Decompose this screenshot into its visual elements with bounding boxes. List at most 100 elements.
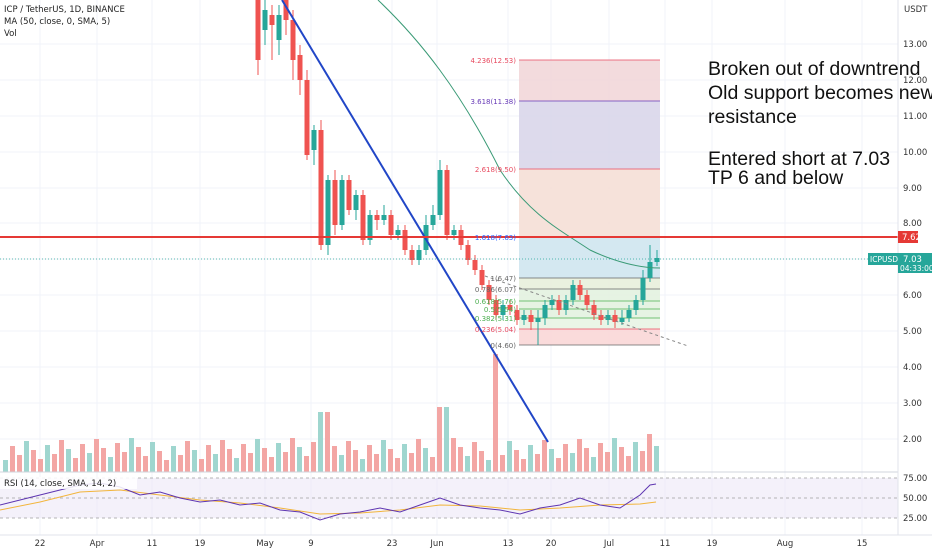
candle-body: [598, 315, 604, 320]
fib-level-label: 1(6.47): [490, 275, 516, 283]
candle-body: [647, 262, 653, 278]
candle-body: [542, 305, 548, 318]
price-ticks: 13.0012.0011.0010.009.008.007.006.005.00…: [903, 40, 927, 445]
volume-bar: [31, 450, 36, 472]
candle-body: [486, 285, 492, 300]
candle-body: [479, 270, 485, 285]
candle-body: [612, 315, 618, 322]
time-label: Aug: [777, 539, 794, 549]
volume-bar: [374, 454, 379, 472]
volume-bar: [59, 440, 64, 472]
volume-bar: [388, 449, 393, 472]
candle-body: [556, 300, 562, 310]
candle-body: [353, 195, 359, 210]
candle-body: [374, 215, 380, 220]
downtrend-line[interactable]: [281, 0, 549, 443]
volume-bar: [262, 448, 267, 472]
volume-bar: [52, 454, 57, 472]
candle-body: [325, 180, 331, 245]
price-tick: 4.00: [903, 363, 922, 373]
fib-level-label: 2.618(9.50): [475, 166, 516, 174]
volume-bar: [647, 434, 652, 472]
candle-body: [437, 170, 443, 215]
fib-level-label: 0.786(6.07): [475, 286, 516, 294]
volume-bar: [402, 444, 407, 472]
resistance-price-label: 7.62: [902, 233, 921, 243]
volume-bar: [640, 451, 645, 472]
volume-bar: [192, 450, 197, 472]
candle-body: [640, 278, 646, 300]
price-tick: 2.00: [903, 435, 922, 445]
annotation-line: Broken out of downtrend: [708, 58, 920, 80]
fib-zone: [519, 318, 660, 329]
volume-bar: [220, 440, 225, 472]
volume-bar: [409, 453, 414, 472]
volume-bar: [255, 439, 260, 472]
volume-bar: [73, 458, 78, 472]
volume-bar: [346, 441, 351, 472]
candle-body: [311, 130, 317, 150]
symbol-badge: [868, 253, 898, 265]
chart-legend[interactable]: ICP / TetherUS, 1D, BINANCE MA (50, clos…: [4, 5, 125, 39]
candle-body: [290, 20, 296, 60]
volume-bar: [521, 459, 526, 472]
current-price-badge: [898, 253, 932, 273]
fibonacci-extension[interactable]: [519, 59, 660, 346]
time-label: Jun: [429, 539, 443, 549]
volume-bar: [493, 354, 498, 472]
price-axis[interactable]: [898, 0, 932, 550]
rsi-tick: 50.00: [903, 494, 927, 504]
annotation-line: Old support becomes new: [708, 82, 932, 104]
price-tick: 3.00: [903, 399, 922, 409]
candle-body: [332, 180, 338, 225]
rsi-band: [0, 478, 898, 518]
volume-bar: [248, 453, 253, 472]
price-tick: 8.00: [903, 219, 922, 229]
candlestick-series[interactable]: [255, 0, 660, 345]
fib-level-label: 0.5(5.54): [484, 306, 516, 314]
resistance-price-badge: [898, 231, 918, 243]
candle-body: [528, 315, 534, 322]
volume-bar: [318, 412, 323, 472]
candle-body: [451, 230, 457, 235]
fib-level-label: 0.382(5.31): [475, 315, 516, 323]
time-label: May: [256, 539, 274, 549]
candle-body: [416, 250, 422, 260]
volume-bar: [353, 450, 358, 472]
volume-bar: [164, 460, 169, 472]
candle-body: [430, 215, 436, 225]
volume-bar: [549, 449, 554, 472]
fib-zone: [519, 309, 660, 318]
candle-body: [605, 315, 611, 320]
rsi-legend: RSI (14, close, SMA, 14, 2): [4, 479, 116, 489]
rsi-pane: [0, 471, 898, 521]
volume-bar: [556, 458, 561, 472]
volume-bar: [395, 458, 400, 472]
candle-body: [465, 245, 471, 260]
volume-bar: [108, 457, 113, 472]
ma-legend: MA (50, close, 0, SMA, 5): [4, 17, 110, 27]
volume-bar: [563, 444, 568, 472]
volume-bar: [185, 441, 190, 472]
fib-zone: [519, 169, 660, 237]
volume-bar: [535, 454, 540, 472]
candle-body: [507, 305, 513, 310]
volume-bar: [612, 438, 617, 472]
volume-bar: [423, 448, 428, 472]
annotation-line: Entered short at 7.03: [708, 148, 890, 170]
moving-average-line: [377, 0, 661, 269]
candle-body: [339, 180, 345, 225]
volume-bar: [66, 449, 71, 472]
volume-bar: [122, 452, 127, 472]
time-axis[interactable]: 22 Apr 11 19 May 9 23 Jun 13 20 Jul 11 19 Aug 15: [35, 539, 868, 549]
candle-body: [276, 15, 282, 40]
fib-level-label: 0(4.60): [490, 342, 516, 350]
time-label: 19: [195, 539, 206, 549]
candle-body: [283, 0, 289, 20]
time-label: 13: [503, 539, 514, 549]
volume-bar: [38, 459, 43, 472]
volume-bar: [514, 450, 519, 472]
volume-bar: [143, 456, 148, 472]
